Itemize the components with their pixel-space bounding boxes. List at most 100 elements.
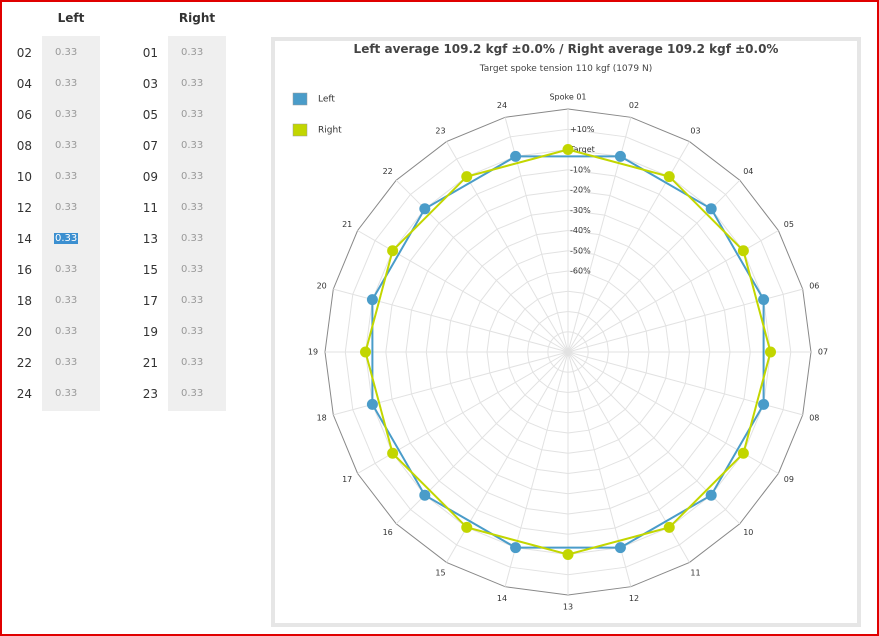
spoke-number: 23 [142, 387, 158, 401]
data-point [758, 294, 770, 306]
spoke-number: 19 [142, 325, 158, 339]
data-point [387, 447, 399, 459]
spoke-number: 08 [16, 139, 32, 153]
tension-input[interactable]: 0.33 [55, 326, 78, 337]
data-point [366, 294, 378, 306]
tension-input[interactable]: 0.33 [181, 140, 204, 151]
data-point [737, 447, 749, 459]
tension-input[interactable]: 0.33 [181, 233, 204, 244]
spoke-number: 20 [16, 325, 32, 339]
spoke-number: 04 [16, 77, 32, 91]
data-point [419, 203, 431, 215]
data-point [705, 489, 717, 501]
spoke-label: 22 [383, 167, 393, 176]
spoke-label: 08 [809, 413, 819, 422]
spoke-number: 18 [16, 294, 32, 308]
spoke-number: 24 [16, 387, 32, 401]
data-point [562, 549, 574, 560]
spoke-label: 02 [629, 101, 639, 110]
spoke-label: 06 [809, 282, 819, 291]
tension-input[interactable]: 0.33 [181, 202, 204, 213]
spoke-label: 17 [342, 475, 352, 484]
spoke-label: 23 [435, 127, 445, 136]
legend-swatch [292, 123, 308, 137]
spoke-number: 17 [142, 294, 158, 308]
tension-input[interactable]: 0.33 [181, 326, 204, 337]
data-point [614, 542, 626, 554]
spoke-number: 13 [142, 232, 158, 246]
spoke-number: 14 [16, 232, 32, 246]
tension-input[interactable]: 0.33 [55, 109, 78, 120]
spoke-label: 20 [317, 282, 327, 291]
tension-input[interactable]: 0.33 [55, 264, 78, 275]
spoke-number: 22 [16, 356, 32, 370]
spoke-label: 11 [690, 568, 700, 577]
data-point [663, 171, 675, 183]
spoke-number: 01 [142, 46, 158, 60]
data-point [360, 346, 371, 358]
tension-input[interactable]: 0.33 [181, 264, 204, 275]
tension-input[interactable]: 0.33 [55, 140, 78, 151]
data-point [614, 150, 626, 162]
data-point [461, 521, 473, 533]
data-point [366, 398, 378, 410]
spoke-number: 10 [16, 170, 32, 184]
column-header: Left [57, 11, 85, 25]
spoke-number: 12 [16, 201, 32, 215]
tension-input[interactable]: 0.33 [181, 109, 204, 120]
tension-input[interactable]: 0.33 [55, 47, 78, 58]
data-point [510, 150, 522, 162]
chart-panel: Left average 109.2 kgf ±0.0% / Right ave… [271, 37, 861, 627]
spoke-label: 14 [497, 594, 507, 603]
spoke-label: 19 [308, 348, 318, 357]
tension-input[interactable]: 0.33 [181, 47, 204, 58]
data-point [461, 171, 473, 183]
legend-label: Left [318, 95, 335, 105]
radial-tick-label: Target [569, 145, 595, 154]
spoke-number: 06 [16, 108, 32, 122]
spoke-number: 09 [142, 170, 158, 184]
column-header: Right [178, 11, 216, 25]
tension-input[interactable]: 0.33 [55, 202, 78, 213]
spoke-label: 16 [383, 528, 393, 537]
input-column [42, 36, 100, 411]
spoke-number: 15 [142, 263, 158, 277]
data-point [765, 346, 776, 358]
spoke-number: 07 [142, 139, 158, 153]
tension-input[interactable]: 0.33 [181, 357, 204, 368]
data-point [737, 245, 749, 257]
tension-input[interactable]: 0.33 [181, 78, 204, 89]
tension-input[interactable]: 0.33 [54, 233, 79, 244]
chart: Left average 109.2 kgf ±0.0% / Right ave… [292, 42, 828, 612]
spoke-label: 10 [743, 528, 753, 537]
radial-tick-label: -60% [570, 267, 591, 276]
spoke-number: 03 [142, 77, 158, 91]
radial-tick-label: -30% [570, 206, 591, 215]
spoke-label: 21 [342, 220, 352, 229]
spoke-label: 13 [563, 603, 573, 612]
spoke-label: 05 [784, 220, 794, 229]
spoke-label: 18 [317, 413, 327, 422]
tension-input[interactable]: 0.33 [181, 388, 204, 399]
data-point [387, 245, 399, 257]
tension-input[interactable]: 0.33 [181, 295, 204, 306]
spoke-label: 03 [690, 127, 700, 136]
radial-tick-label: +10% [570, 125, 595, 134]
radial-tick-label: -20% [570, 186, 591, 195]
spoke-number: 21 [142, 356, 158, 370]
data-point [663, 521, 675, 533]
tension-input[interactable]: 0.33 [55, 357, 78, 368]
tension-input[interactable]: 0.33 [55, 78, 78, 89]
input-column [168, 36, 226, 411]
radial-tick-label: -10% [570, 165, 591, 174]
data-point [562, 144, 574, 155]
spoke-label: 04 [743, 167, 753, 176]
tension-input[interactable]: 0.33 [181, 171, 204, 182]
spoke-label: 07 [818, 348, 828, 357]
tension-input[interactable]: 0.33 [55, 295, 78, 306]
tension-input[interactable]: 0.33 [55, 388, 78, 399]
spoke-label: 12 [629, 594, 639, 603]
spoke-number: 05 [142, 108, 158, 122]
spoke-number: 11 [142, 201, 158, 215]
tension-input[interactable]: 0.33 [55, 171, 78, 182]
